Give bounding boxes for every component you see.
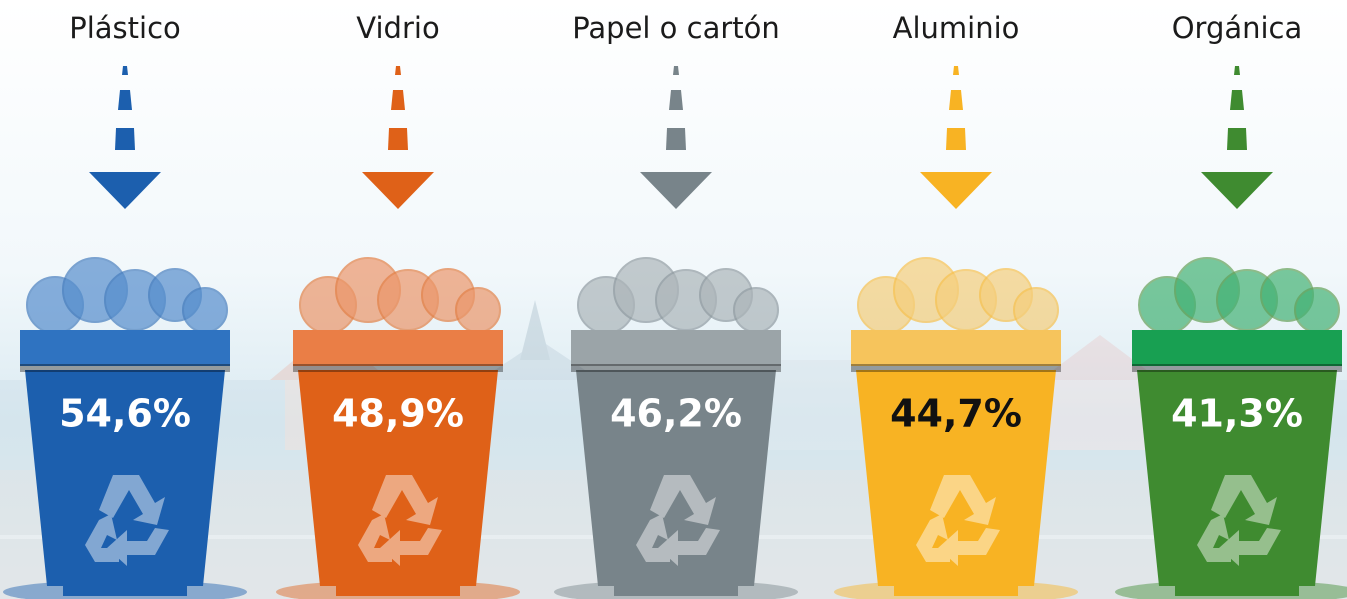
bin-lid — [293, 330, 503, 366]
bin-label: Plástico — [69, 11, 181, 45]
bin-label: Aluminio — [893, 11, 1020, 45]
bin-label: Vidrio — [356, 11, 439, 45]
bin-lid — [20, 330, 230, 366]
arrow-dash — [946, 128, 966, 150]
content-item — [1014, 288, 1058, 332]
arrow-dash — [1234, 66, 1240, 75]
bin-value: 54,6% — [59, 392, 191, 436]
bin-lid-band — [571, 364, 781, 372]
content-item — [456, 288, 500, 332]
infographic: Plástico 54,6% Vidrio 48,9% Papel o cartón 46… — [0, 0, 1347, 599]
bin-label: Orgánica — [1172, 11, 1303, 45]
bin-lid-band — [20, 364, 230, 372]
bin-lid-band — [851, 364, 1061, 372]
arrow-dash — [118, 90, 132, 110]
bin-label: Papel o cartón — [572, 11, 780, 45]
arrow-dash — [122, 66, 128, 75]
arrow-dash — [395, 66, 401, 75]
page: Plástico 54,6% Vidrio 48,9% Papel o cartón 46… — [0, 0, 1347, 599]
bin-lid — [1132, 330, 1342, 366]
arrow-dash — [953, 66, 959, 75]
arrow-dash — [669, 90, 683, 110]
arrow-dash — [388, 128, 408, 150]
bin-value: 48,9% — [332, 392, 464, 436]
bin-value: 46,2% — [610, 392, 742, 436]
arrow-dash — [1230, 90, 1244, 110]
arrow-dash — [949, 90, 963, 110]
content-item — [183, 288, 227, 332]
bin-lid — [851, 330, 1061, 366]
bin-lid — [571, 330, 781, 366]
arrow-dash — [673, 66, 679, 75]
arrow-dash — [1227, 128, 1247, 150]
arrow-dash — [391, 90, 405, 110]
bin-lid-band — [293, 364, 503, 372]
bin-value: 41,3% — [1171, 392, 1303, 436]
content-item — [734, 288, 778, 332]
bin-lid-band — [1132, 364, 1342, 372]
bin-value: 44,7% — [890, 392, 1022, 436]
arrow-dash — [666, 128, 686, 150]
arrow-dash — [115, 128, 135, 150]
content-item — [1295, 288, 1339, 332]
